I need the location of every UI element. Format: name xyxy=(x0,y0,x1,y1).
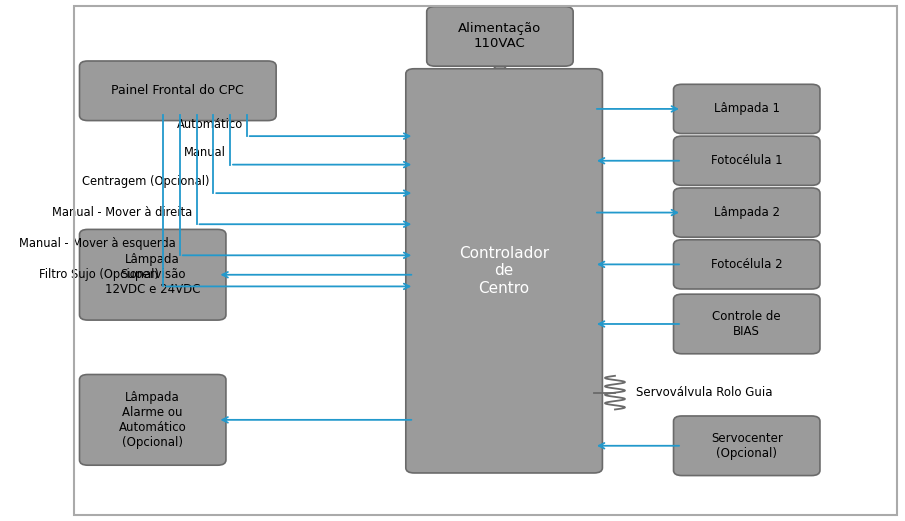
Text: Controle de
BIAS: Controle de BIAS xyxy=(712,310,781,338)
Text: Filtro Sujo (Opcional): Filtro Sujo (Opcional) xyxy=(39,268,159,281)
FancyArrow shape xyxy=(483,53,517,74)
Text: Alimentação
110VAC: Alimentação 110VAC xyxy=(458,22,541,51)
FancyBboxPatch shape xyxy=(673,416,820,476)
Text: Lâmpada
Alarme ou
Automático
(Opcional): Lâmpada Alarme ou Automático (Opcional) xyxy=(119,391,186,449)
Text: Fotocélula 2: Fotocélula 2 xyxy=(711,258,783,271)
FancyBboxPatch shape xyxy=(405,69,603,473)
Text: Servocenter
(Opcional): Servocenter (Opcional) xyxy=(710,432,783,460)
FancyBboxPatch shape xyxy=(673,294,820,354)
FancyBboxPatch shape xyxy=(80,61,276,120)
Text: Manual - Mover à esquerda: Manual - Mover à esquerda xyxy=(19,237,176,250)
Text: Painel Frontal do CPC: Painel Frontal do CPC xyxy=(111,84,244,97)
Text: Lâmpada 1: Lâmpada 1 xyxy=(714,103,780,116)
Text: Fotocélula 1: Fotocélula 1 xyxy=(711,154,783,167)
Text: Servoválvula Rolo Guia: Servoválvula Rolo Guia xyxy=(636,386,772,399)
Text: Manual: Manual xyxy=(184,146,226,159)
FancyBboxPatch shape xyxy=(673,84,820,133)
Text: Controlador
de
Centro: Controlador de Centro xyxy=(459,246,549,296)
FancyBboxPatch shape xyxy=(427,7,573,66)
Text: Centragem (Opcional): Centragem (Opcional) xyxy=(81,175,209,188)
FancyBboxPatch shape xyxy=(673,188,820,237)
FancyBboxPatch shape xyxy=(673,240,820,289)
FancyBboxPatch shape xyxy=(80,229,226,320)
FancyBboxPatch shape xyxy=(80,375,226,465)
Text: Manual - Mover à direita: Manual - Mover à direita xyxy=(52,206,193,219)
FancyBboxPatch shape xyxy=(673,136,820,185)
Text: Automático: Automático xyxy=(176,118,243,131)
Text: Lâmpada 2: Lâmpada 2 xyxy=(714,206,780,219)
Text: Lâmpada
Supervisão
12VDC e 24VDC: Lâmpada Supervisão 12VDC e 24VDC xyxy=(105,253,201,296)
